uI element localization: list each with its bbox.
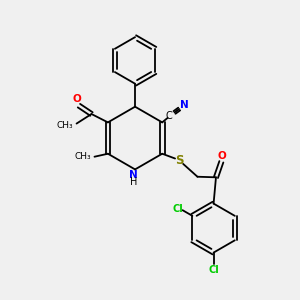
Text: N: N: [180, 100, 189, 110]
Text: Cl: Cl: [208, 265, 219, 275]
Text: Cl: Cl: [173, 204, 183, 214]
Text: S: S: [175, 154, 184, 167]
Text: H: H: [130, 177, 137, 187]
Text: O: O: [218, 151, 226, 161]
Text: C: C: [166, 111, 172, 122]
Text: N: N: [129, 170, 138, 180]
Text: O: O: [73, 94, 81, 104]
Text: CH₃: CH₃: [75, 152, 92, 161]
Text: CH₃: CH₃: [57, 121, 74, 130]
